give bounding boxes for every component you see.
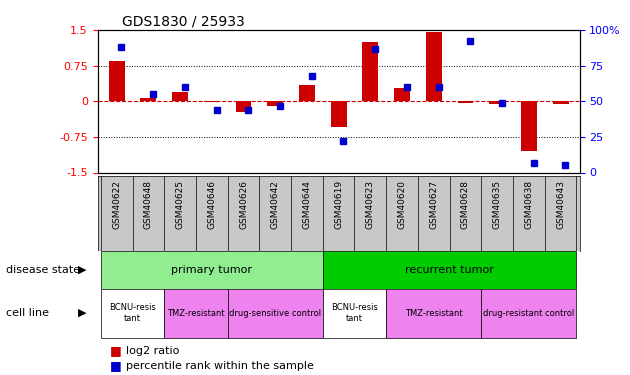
Bar (490, 101, 505, 104)
Bar (521, 101, 537, 151)
Bar (101, 251, 323, 289)
Text: GSM40627: GSM40627 (429, 180, 438, 229)
Bar (323, 289, 386, 338)
Bar (394, 88, 410, 101)
Text: disease state: disease state (6, 265, 81, 275)
Text: GSM40638: GSM40638 (524, 180, 534, 229)
Bar (426, 32, 442, 101)
Bar (323, 251, 576, 289)
Text: percentile rank within the sample: percentile rank within the sample (126, 361, 314, 370)
Text: drug-resistant control: drug-resistant control (483, 309, 575, 318)
Bar (267, 101, 283, 106)
Text: GSM40619: GSM40619 (334, 180, 343, 229)
Bar (227, 289, 323, 338)
Text: ▶: ▶ (77, 265, 86, 275)
Bar (481, 289, 576, 338)
Text: GSM40642: GSM40642 (271, 180, 280, 229)
Bar (109, 61, 125, 101)
Text: GSM40644: GSM40644 (302, 180, 311, 229)
Text: GSM40625: GSM40625 (176, 180, 185, 229)
Text: log2 ratio: log2 ratio (126, 346, 180, 355)
Bar (172, 92, 188, 101)
Text: ■: ■ (110, 359, 122, 372)
Text: BCNU-resis
tant: BCNU-resis tant (109, 303, 156, 323)
Text: GSM40643: GSM40643 (556, 180, 565, 229)
Bar (140, 98, 156, 101)
Text: primary tumor: primary tumor (171, 265, 252, 275)
Text: GSM40635: GSM40635 (493, 180, 501, 229)
Bar (164, 289, 227, 338)
Bar (331, 101, 346, 128)
Text: GSM40628: GSM40628 (461, 180, 470, 229)
Text: BCNU-resis
tant: BCNU-resis tant (331, 303, 378, 323)
Text: GDS1830 / 25933: GDS1830 / 25933 (122, 15, 244, 29)
Text: GSM40623: GSM40623 (366, 180, 375, 229)
Text: GSM40622: GSM40622 (112, 180, 121, 229)
Text: recurrent tumor: recurrent tumor (405, 265, 494, 275)
Bar (299, 85, 315, 101)
Text: ▶: ▶ (77, 308, 86, 318)
Bar (236, 101, 251, 112)
Bar (386, 289, 481, 338)
Text: ■: ■ (110, 344, 122, 357)
Text: TMZ-resistant: TMZ-resistant (405, 309, 462, 318)
Bar (101, 289, 164, 338)
Text: TMZ-resistant: TMZ-resistant (167, 309, 225, 318)
Text: GSM40620: GSM40620 (398, 180, 406, 229)
Text: cell line: cell line (6, 308, 49, 318)
Text: GSM40646: GSM40646 (207, 180, 216, 229)
Bar (204, 101, 220, 102)
Bar (362, 42, 378, 101)
Text: GSM40626: GSM40626 (239, 180, 248, 229)
Bar (553, 101, 568, 104)
Text: drug-sensitive control: drug-sensitive control (229, 309, 321, 318)
Text: GSM40648: GSM40648 (144, 180, 153, 229)
Bar (457, 101, 473, 103)
